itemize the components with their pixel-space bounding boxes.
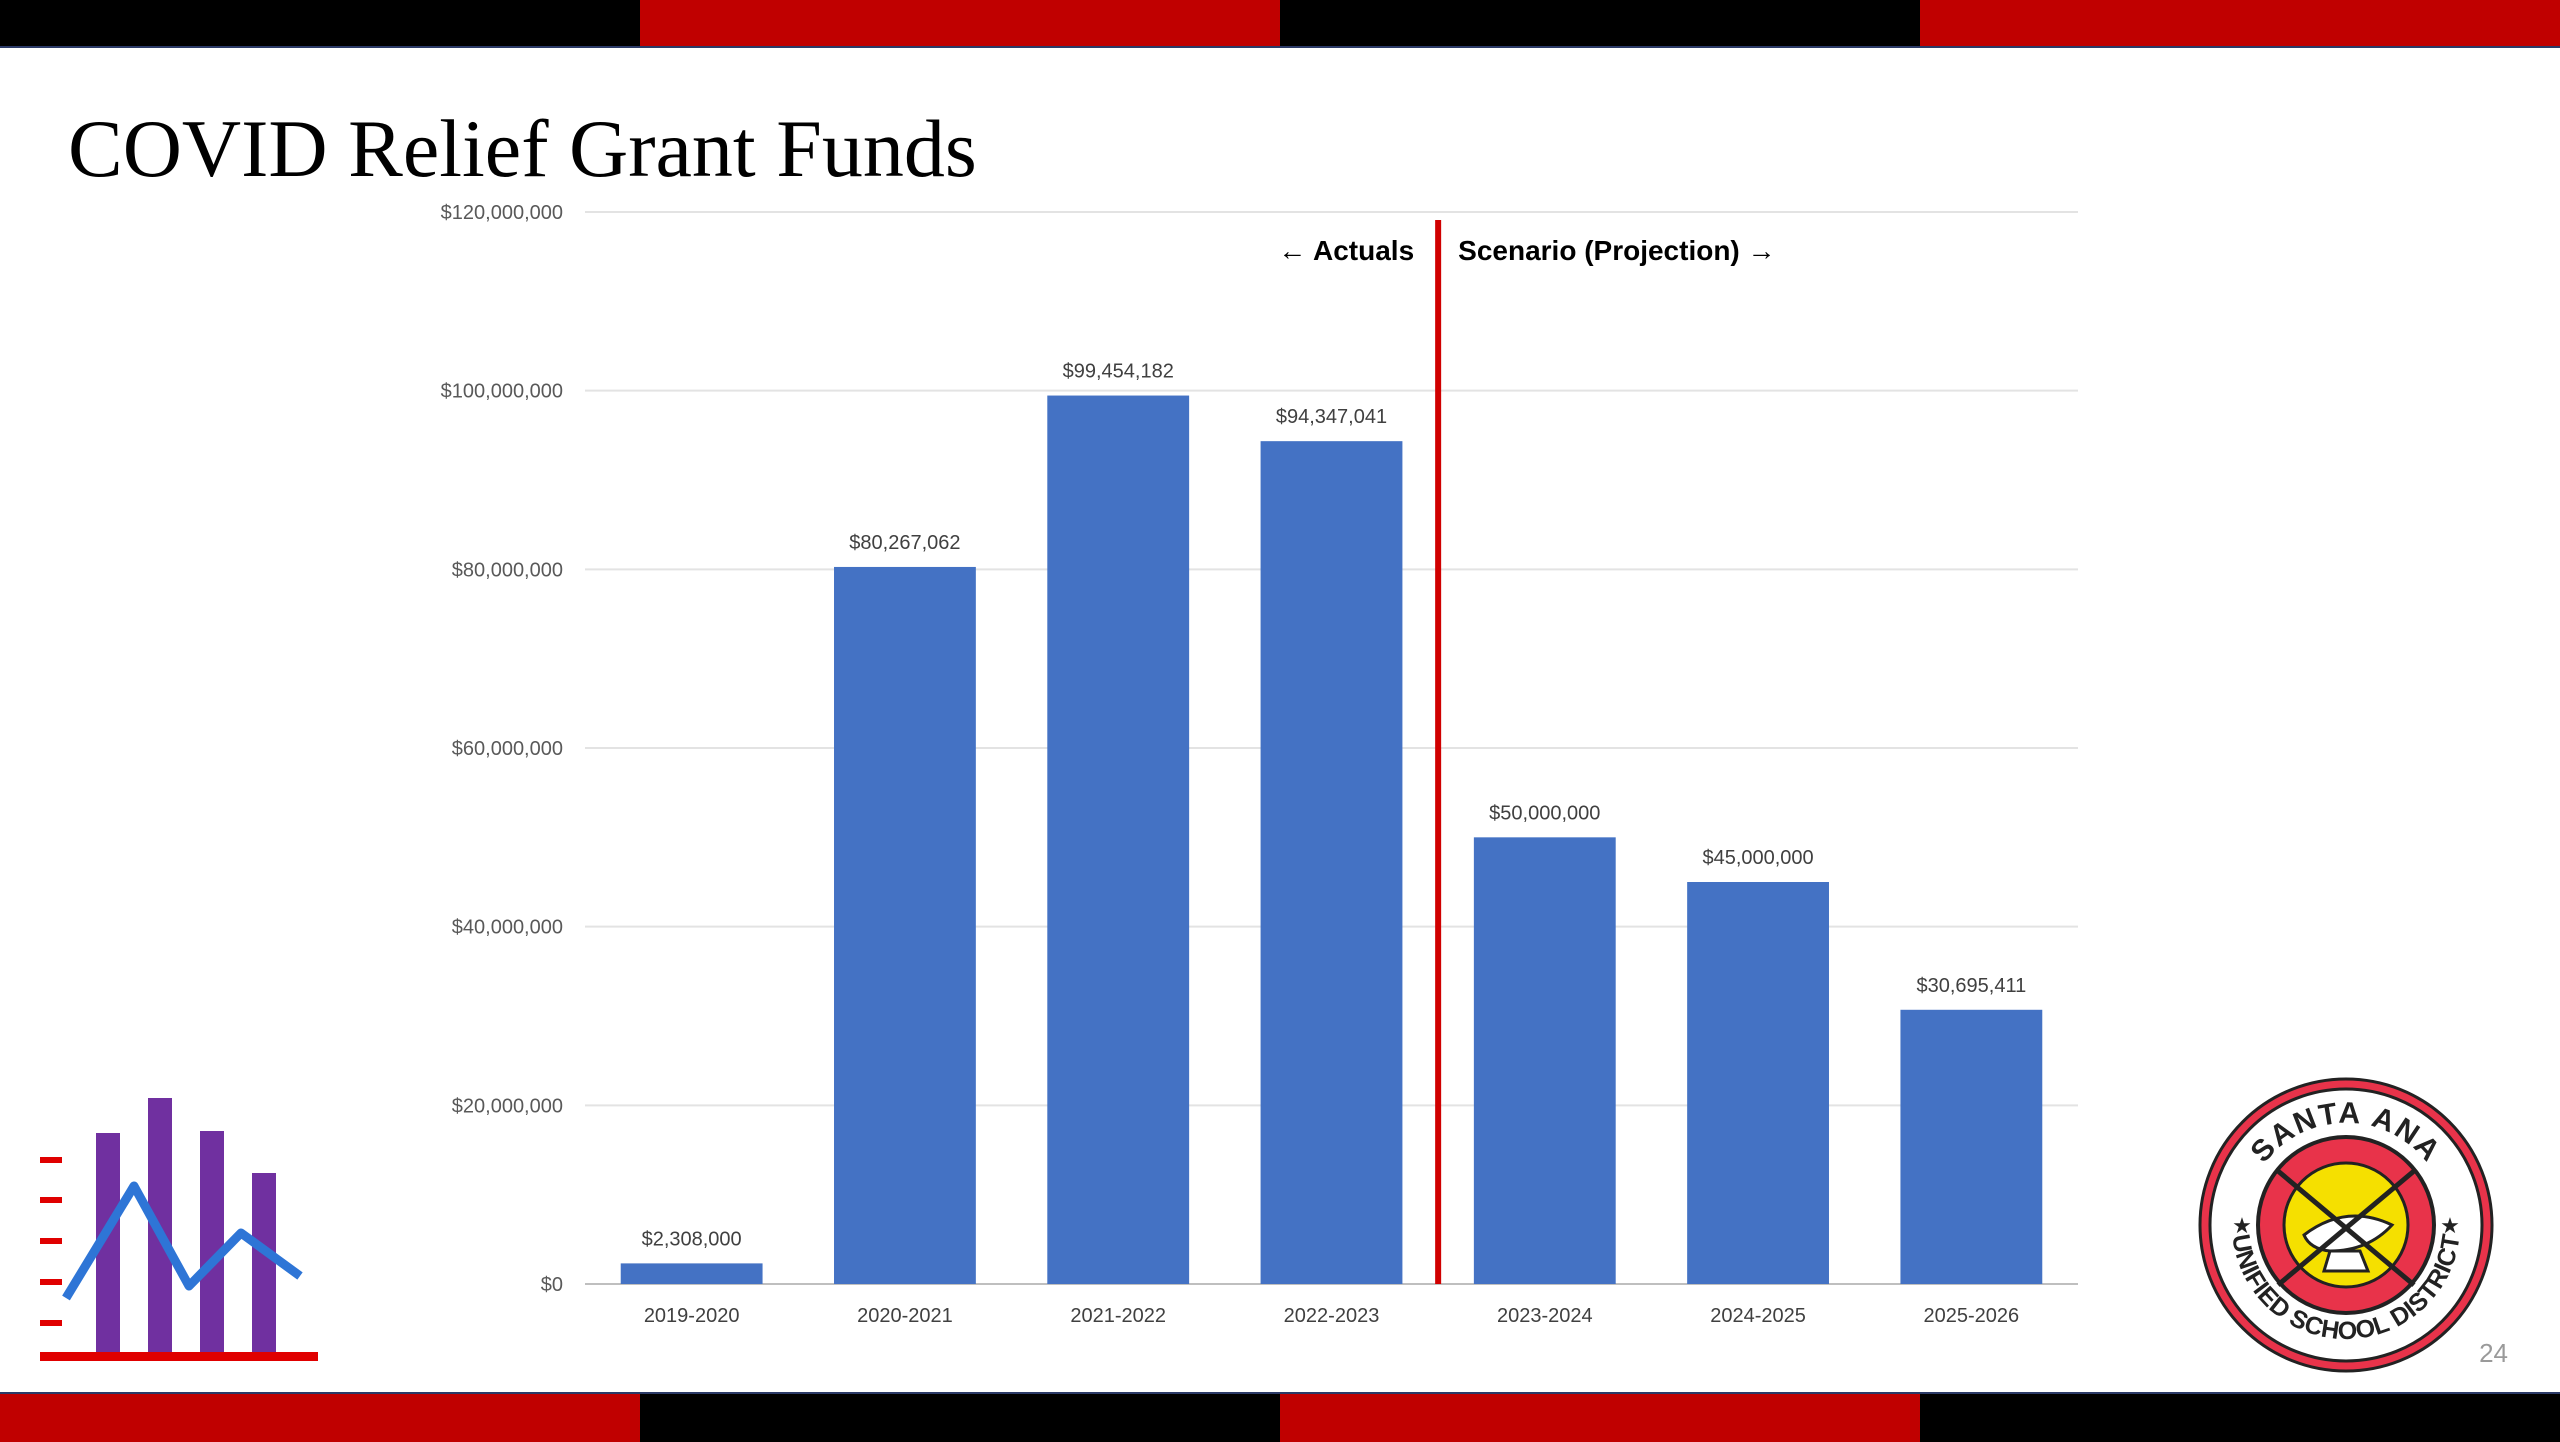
stripe-red	[0, 1394, 640, 1442]
data-label: $50,000,000	[1489, 802, 1600, 824]
y-tick-label: $100,000,000	[441, 381, 563, 403]
stripe-black	[1280, 0, 1920, 46]
y-tick-label: $80,000,000	[452, 559, 563, 581]
data-label: $99,454,182	[1063, 361, 1174, 383]
x-tick-label: 2021-2022	[1070, 1305, 1166, 1327]
x-tick-label: 2023-2024	[1497, 1305, 1593, 1327]
bar-2020-2021	[834, 566, 976, 1284]
stripe-black	[640, 1394, 1280, 1442]
bar-2022-2023	[1260, 441, 1403, 1284]
y-tick-label: $20,000,000	[452, 1095, 563, 1117]
x-tick-label: 2022-2023	[1284, 1305, 1380, 1327]
bar-2023-2024	[1473, 837, 1616, 1284]
data-label: $30,695,411	[1916, 975, 2026, 997]
bar-2024-2025	[1687, 882, 1829, 1284]
bottom-stripe-bar	[0, 1392, 2560, 1442]
actuals-annotation: ← Actuals	[1278, 235, 1414, 266]
bar-2021-2022	[1047, 395, 1190, 1285]
star-icon: ★	[2232, 1214, 2252, 1239]
page-number: 24	[2479, 1338, 2508, 1368]
y-tick-label: $40,000,000	[452, 917, 563, 939]
school-district-seal-logo: SANTA ANA UNIFIED SCHOOL DISTRICT ★ ★	[2198, 1077, 2494, 1373]
bar-2019-2020	[620, 1263, 763, 1284]
y-tick-label: $60,000,000	[452, 738, 563, 760]
bar-line-chart-icon	[40, 1098, 318, 1361]
y-tick-label: $120,000,000	[441, 202, 563, 224]
y-tick-label: $0	[541, 1274, 563, 1296]
stripe-red	[1920, 0, 2560, 46]
stripe-black	[0, 0, 640, 46]
top-stripe-bar	[0, 0, 2560, 48]
stripe-red	[640, 0, 1280, 46]
data-label: $2,308,000	[642, 1228, 742, 1250]
x-tick-label: 2025-2026	[1924, 1305, 2020, 1327]
stripe-red	[1280, 1394, 1920, 1442]
data-label: $94,347,041	[1276, 406, 1387, 428]
slide-title: COVID Relief Grant Funds	[68, 103, 977, 194]
x-tick-label: 2019-2020	[644, 1305, 740, 1327]
x-tick-label: 2024-2025	[1710, 1305, 1806, 1327]
projection-annotation: Scenario (Projection) →	[1458, 235, 1775, 266]
star-icon: ★	[2440, 1214, 2460, 1239]
x-tick-label: 2020-2021	[857, 1305, 953, 1327]
stripe-black	[1920, 1394, 2560, 1442]
data-label: $80,267,062	[849, 532, 960, 554]
data-label: $45,000,000	[1702, 847, 1813, 869]
bar-2025-2026	[1900, 1009, 2043, 1284]
